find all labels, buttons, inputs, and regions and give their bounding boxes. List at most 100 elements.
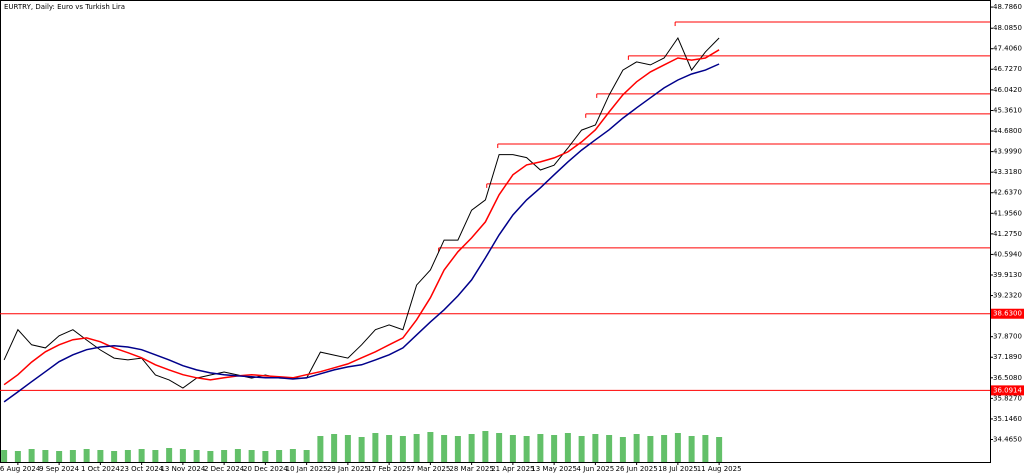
volume-bar (317, 436, 324, 462)
y-tick-label: 43.3180 (993, 168, 1022, 176)
volume-bar (179, 449, 186, 462)
volume-bar (427, 432, 434, 462)
volume-bar (551, 435, 558, 462)
y-tick-label: 47.4060 (993, 45, 1022, 53)
volume-bar (56, 451, 63, 462)
volume-bar (633, 434, 640, 462)
x-tick-label: 11 Aug 2025 (697, 465, 742, 473)
y-tick-label: 41.2750 (993, 230, 1022, 238)
series-line (3, 63, 720, 403)
volume-bar (14, 451, 21, 462)
volume-bar (619, 437, 626, 462)
y-tick-label: 35.1460 (993, 415, 1022, 423)
volume-bar (166, 448, 173, 462)
y-tick-label: 40.5940 (993, 250, 1022, 258)
volume-bar (248, 450, 255, 462)
x-tick-label: 2 Dec 2024 (204, 465, 245, 473)
y-tick-label: 37.8700 (993, 333, 1022, 341)
volume-bar (496, 433, 503, 462)
y-tick-label: 34.4650 (993, 436, 1022, 444)
series-line (3, 49, 720, 386)
y-tick-label: 45.3610 (993, 106, 1022, 114)
y-tick-label: 46.7270 (993, 65, 1022, 73)
volume-bar (221, 450, 228, 462)
volume-bar (702, 435, 709, 462)
x-tick-label: 1 Oct 2024 (81, 465, 120, 473)
chart-title: EURTRY, Daily: Euro vs Turkish Lira (4, 3, 125, 11)
volume-bar (1, 450, 8, 462)
volume-bar (234, 449, 241, 462)
y-tick-label: 35.8270 (993, 394, 1022, 402)
volume-bar (262, 451, 269, 462)
volume-bar (207, 451, 214, 462)
y-tick-label: 42.6370 (993, 189, 1022, 197)
volume-bar (716, 437, 723, 462)
y-tick-label: 48.7860 (993, 3, 1022, 11)
volume-bar (42, 450, 49, 462)
volume-bar (647, 436, 654, 462)
volume-bar (138, 449, 145, 462)
volume-bar (399, 436, 406, 462)
volume-bar (537, 434, 544, 462)
x-tick-label: 20 Dec 2024 (243, 465, 288, 473)
x-tick-label: 13 May 2025 (531, 465, 577, 473)
volume-bar (111, 451, 118, 462)
x-tick-label: 4 Jun 2025 (577, 465, 615, 473)
y-tick-label: 41.9560 (993, 209, 1022, 217)
volume-bar (193, 450, 200, 462)
y-tick-label: 36.5080 (993, 374, 1022, 382)
level-label-box (991, 308, 1024, 319)
volume-bar (372, 433, 379, 462)
y-tick-label: 37.1890 (993, 353, 1022, 361)
x-tick-label: 10 Jan 2025 (286, 465, 328, 473)
volume-bar (331, 434, 338, 462)
x-tick-label: 18 Jul 2025 (658, 465, 698, 473)
volume-bar (674, 433, 681, 462)
volume-bar (344, 435, 351, 462)
x-tick-label: 29 Jan 2025 (327, 465, 369, 473)
volume-bar (386, 435, 393, 462)
y-tick-label: 39.9130 (993, 271, 1022, 279)
volume-bar (152, 450, 159, 462)
y-tick-label: 39.2320 (993, 292, 1022, 300)
volume-bar (509, 435, 516, 462)
volume-bar (276, 450, 283, 462)
volume-bar (303, 450, 310, 462)
y-tick-label: 48.0850 (993, 24, 1022, 32)
x-tick-label: 7 Mar 2025 (410, 465, 450, 473)
volume-bar (606, 435, 613, 462)
volume-bar (592, 434, 599, 462)
volume-bar (482, 431, 489, 462)
x-tick-label: 13 Nov 2024 (160, 465, 205, 473)
volume-bar (454, 436, 461, 462)
volume-bar (124, 450, 131, 462)
level-label: 36.0914 (993, 386, 1022, 394)
volume-bar (97, 450, 104, 462)
x-tick-label: 9 Sep 2024 (39, 465, 79, 473)
volume-bar (83, 449, 90, 462)
volume-bar (468, 434, 475, 462)
volume-bar (688, 436, 695, 462)
volume-bar (358, 437, 365, 462)
volume-bar (289, 449, 296, 462)
y-tick-label: 44.6800 (993, 127, 1022, 135)
series-line (3, 36, 720, 389)
x-tick-label: 28 Mar 2025 (449, 465, 493, 473)
x-tick-label: 16 Aug 2024 (0, 465, 41, 473)
x-tick-label: 17 Feb 2025 (367, 465, 411, 473)
volume-bar (523, 436, 530, 462)
volume-bar (441, 435, 448, 462)
x-tick-label: 21 Apr 2025 (491, 465, 534, 473)
volume-bar (661, 435, 668, 462)
y-tick-label: 43.9990 (993, 148, 1022, 156)
volume-bar (413, 434, 420, 462)
x-tick-label: 26 Jun 2025 (616, 465, 658, 473)
volume-bar (28, 449, 35, 462)
volume-bar (69, 450, 76, 462)
y-tick-label: 46.0420 (993, 86, 1022, 94)
volume-bar (564, 433, 571, 462)
volume-bar (578, 436, 585, 462)
level-label: 38.6300 (993, 310, 1022, 318)
plot-frame (0, 0, 991, 463)
